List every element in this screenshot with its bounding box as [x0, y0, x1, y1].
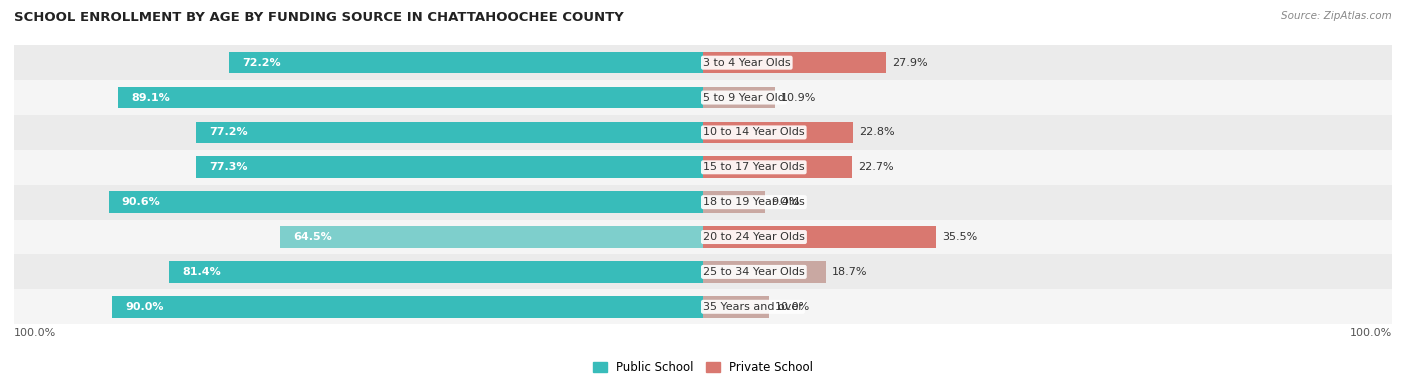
Text: 25 to 34 Year Olds: 25 to 34 Year Olds	[703, 267, 804, 277]
Text: 72.2%: 72.2%	[242, 58, 281, 68]
Bar	[14, 185, 1392, 219]
Bar	[14, 45, 1392, 80]
Text: 77.3%: 77.3%	[209, 162, 247, 172]
Text: 18 to 19 Year Olds: 18 to 19 Year Olds	[703, 197, 804, 207]
Bar	[14, 254, 1392, 290]
Bar	[703, 122, 852, 143]
Text: SCHOOL ENROLLMENT BY AGE BY FUNDING SOURCE IN CHATTAHOOCHEE COUNTY: SCHOOL ENROLLMENT BY AGE BY FUNDING SOUR…	[14, 11, 624, 24]
Bar	[169, 261, 703, 283]
Bar	[14, 150, 1392, 185]
Bar	[703, 296, 769, 317]
Bar	[229, 52, 703, 74]
Text: 90.6%: 90.6%	[122, 197, 160, 207]
Text: 81.4%: 81.4%	[181, 267, 221, 277]
Text: 90.0%: 90.0%	[125, 302, 165, 312]
Text: 35 Years and over: 35 Years and over	[703, 302, 803, 312]
Bar	[703, 87, 775, 108]
Text: 20 to 24 Year Olds: 20 to 24 Year Olds	[703, 232, 804, 242]
Text: 10 to 14 Year Olds: 10 to 14 Year Olds	[703, 127, 804, 138]
Text: 18.7%: 18.7%	[832, 267, 868, 277]
Bar	[14, 289, 1392, 324]
Bar	[108, 192, 703, 213]
Text: 27.9%: 27.9%	[893, 58, 928, 68]
Text: 100.0%: 100.0%	[1350, 328, 1392, 338]
Text: Source: ZipAtlas.com: Source: ZipAtlas.com	[1281, 11, 1392, 21]
Text: 64.5%: 64.5%	[292, 232, 332, 242]
Text: 89.1%: 89.1%	[132, 92, 170, 103]
Text: 9.4%: 9.4%	[772, 197, 800, 207]
Bar	[703, 156, 852, 178]
Bar	[703, 226, 936, 248]
Bar	[14, 219, 1392, 254]
Bar	[118, 87, 703, 108]
Text: 15 to 17 Year Olds: 15 to 17 Year Olds	[703, 162, 804, 172]
Text: 10.0%: 10.0%	[775, 302, 810, 312]
Bar	[14, 115, 1392, 150]
Bar	[703, 192, 765, 213]
Legend: Public School, Private School: Public School, Private School	[586, 355, 820, 377]
Bar	[14, 80, 1392, 115]
Bar	[112, 296, 703, 317]
Bar	[703, 52, 886, 74]
Text: 77.2%: 77.2%	[209, 127, 249, 138]
Text: 100.0%: 100.0%	[14, 328, 56, 338]
Bar	[197, 122, 703, 143]
Text: 5 to 9 Year Old: 5 to 9 Year Old	[703, 92, 785, 103]
Text: 10.9%: 10.9%	[782, 92, 817, 103]
Bar	[703, 261, 825, 283]
Text: 3 to 4 Year Olds: 3 to 4 Year Olds	[703, 58, 790, 68]
Bar	[280, 226, 703, 248]
Bar	[195, 156, 703, 178]
Text: 22.8%: 22.8%	[859, 127, 894, 138]
Text: 35.5%: 35.5%	[942, 232, 977, 242]
Text: 22.7%: 22.7%	[859, 162, 894, 172]
